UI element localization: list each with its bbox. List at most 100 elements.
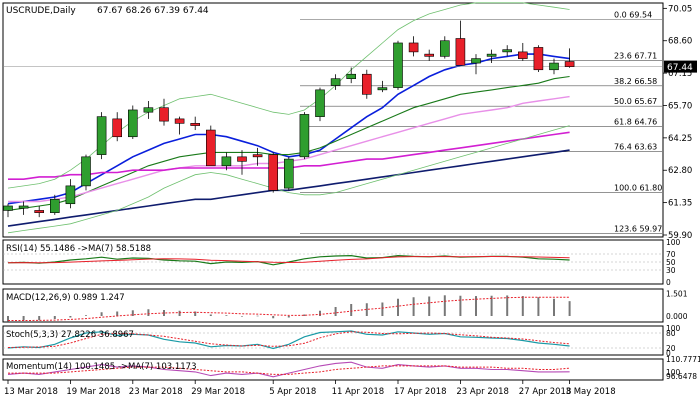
candle-body-5: [81, 156, 91, 187]
candle-body-23: [361, 73, 372, 95]
macd-bar-31: [490, 295, 493, 316]
candle-body-2: [34, 210, 45, 213]
price-tick-label-4: 64.25: [668, 134, 692, 144]
stoch-level-2: 20: [666, 344, 676, 353]
fib-label-3: 50.0 65.67: [614, 97, 657, 106]
current-price-label: 67.44: [667, 63, 693, 73]
candle-body-12: [190, 123, 200, 126]
price-tick-label-7: 59.90: [668, 231, 692, 241]
macd-bar-17: [272, 316, 275, 319]
rsi-level-3: 30: [666, 266, 676, 275]
stoch-panel: [2, 325, 664, 356]
candle-body-14: [221, 156, 232, 167]
fib-label-6: 100.0 61.80: [614, 184, 662, 193]
macd-bar-21: [334, 307, 337, 316]
momentum-label: Momentum(14) 100.1485 ->MA(7) 103.1173: [6, 362, 196, 372]
sub-indicators: 10070503001.5010.00010080200110.77711009…: [3, 238, 700, 381]
price-tick-label-1: 68.60: [668, 37, 692, 47]
macd-bar-29: [459, 295, 462, 316]
candle-body-35: [549, 62, 559, 71]
x-tick-label-8: 27 Apr 2018: [519, 387, 572, 397]
current-price-marker: [664, 60, 697, 73]
macd-bar-3: [53, 316, 56, 319]
candle-body-30: [471, 58, 481, 64]
macd-bar-30: [475, 296, 477, 316]
fib-label-7: 123.6 59.97: [614, 224, 662, 233]
price-tick-label-5: 62.80: [668, 166, 692, 176]
macd-level-0: 1.501: [666, 289, 688, 298]
macd-bar-18: [287, 316, 290, 318]
macd-bar-34: [537, 297, 540, 316]
candle-body-25: [393, 42, 403, 88]
stoch-level-0: 100: [666, 324, 681, 333]
macd-bar-19: [303, 314, 306, 316]
macd-bar-25: [397, 298, 399, 316]
x-tick-label-5: 11 Apr 2018: [332, 387, 385, 397]
macd-bar-6: [100, 312, 103, 316]
candle-body-24: [377, 87, 388, 91]
candle-body-6: [96, 116, 107, 155]
fib-label-0: 0.0 69.54: [614, 11, 652, 20]
macd-bar-35: [553, 298, 555, 316]
stoch-d-line: [7, 331, 570, 348]
rsi-level-2: 50: [666, 258, 676, 267]
macd-bar-15: [241, 316, 243, 317]
candle-body-17: [268, 154, 279, 191]
macd-bar-22: [350, 304, 353, 316]
macd-bar-16: [256, 315, 259, 317]
candle-body-10: [159, 107, 169, 122]
macd-bar-36: [568, 301, 571, 316]
macd-bar-2: [38, 316, 41, 321]
momentum-line: [7, 361, 570, 378]
price-tick-label-3: 65.70: [668, 101, 692, 111]
x-tick-label-2: 23 Mar 2018: [129, 387, 183, 397]
momentum-level-0: 110.7771: [666, 355, 700, 364]
stoch-level-1: 80: [666, 329, 676, 338]
momentum-ma-line: [8, 365, 570, 375]
macd-bar-12: [194, 311, 197, 316]
candle-body-0: [3, 205, 13, 211]
rsi-level-1: 70: [666, 250, 676, 259]
candle-body-8: [128, 109, 138, 138]
candles: [3, 20, 575, 218]
macd-bar-11: [178, 310, 181, 316]
momentum-level-2: 96.6478: [666, 372, 697, 381]
macd-bar-24: [381, 302, 384, 316]
candle-body-15: [237, 156, 247, 162]
candle-body-3: [49, 198, 60, 213]
macd-bar-20: [319, 310, 321, 316]
candle-body-34: [533, 47, 544, 71]
fib-label-2: 38.2 66.58: [614, 77, 657, 86]
macd-bar-26: [412, 297, 415, 316]
candle-body-4: [65, 185, 76, 205]
macd-bar-7: [116, 311, 119, 316]
momentum-panel: [2, 358, 664, 381]
candle-body-28: [439, 40, 450, 57]
candle-body-13: [206, 129, 216, 167]
x-tick-label-6: 17 Apr 2018: [394, 387, 447, 397]
macd-bar-33: [521, 296, 524, 316]
macd-bar-1: [22, 316, 25, 321]
price-tick-label-6: 61.35: [668, 199, 692, 209]
candle-body-29: [455, 38, 466, 66]
macd-bar-0: [7, 316, 9, 322]
x-axis: 13 Mar 2018 19 Mar 2018 23 Mar 2018 29 Mar …: [4, 380, 616, 397]
price-panel: [2, 2, 664, 238]
x-tick-label-4: 5 Apr 2018: [269, 387, 316, 397]
macd-bar-28: [443, 295, 446, 316]
stoch-level-3: 0: [666, 349, 671, 358]
macd-bar-27: [428, 296, 431, 316]
candle-body-16: [252, 154, 263, 158]
x-tick-label-7: 23 Apr 2018: [456, 387, 509, 397]
series-band_lower: [7, 125, 570, 234]
series-ma_green: [7, 75, 570, 211]
price-axis: 70.05 68.60 67.15 65.70 64.25 62.80 61.35 59.90: [663, 4, 692, 241]
candle-body-33: [517, 51, 528, 59]
stoch-label: Stoch(5,3,3) 27.8226 36.8967: [6, 330, 134, 340]
macd-level-1: 0.000: [666, 312, 688, 321]
price-tick-label-0: 70.05: [668, 4, 692, 14]
candle-body-11: [174, 118, 185, 124]
candle-body-31: [486, 53, 497, 57]
fib-label-1: 23.6 67.71: [614, 52, 657, 61]
